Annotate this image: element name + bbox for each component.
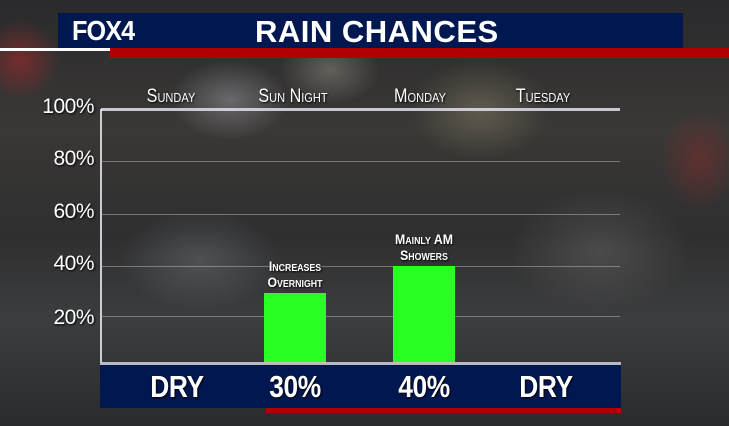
gridline-100 (101, 108, 620, 111)
annotation-sun-night: Increases Overnight (267, 258, 323, 290)
value-bar (100, 365, 621, 408)
value-sun-night: 30% (269, 369, 321, 404)
category-label-tuesday: Tuesday (515, 86, 571, 107)
y-axis-line (100, 109, 102, 363)
value-monday: 40% (398, 369, 450, 404)
bar-sun-night (264, 293, 326, 363)
category-label-sunday: Sunday (146, 86, 196, 107)
annotation-monday: Mainly AM Showers (395, 231, 453, 263)
gridline-80 (101, 161, 620, 162)
header-red-stripe (110, 48, 729, 58)
x-axis-baseline (100, 362, 621, 365)
header-bar (58, 13, 683, 48)
bar-monday (393, 266, 455, 363)
gridline-40 (101, 266, 620, 267)
category-label-monday: Monday (394, 86, 446, 107)
y-tick-100: 100% (42, 95, 94, 118)
y-tick-60: 60% (53, 200, 94, 223)
y-tick-40: 40% (53, 252, 94, 275)
y-tick-20: 20% (53, 306, 94, 329)
fox4-logo: FOX4 (72, 15, 135, 46)
value-sunday: DRY (150, 369, 204, 404)
header-white-stripe (0, 48, 112, 51)
chart-title: RAIN CHANCES (255, 14, 499, 49)
category-label-sun-night: Sun Night (258, 86, 328, 107)
gridline-20 (101, 316, 620, 317)
gridline-60 (101, 214, 620, 215)
value-tuesday: DRY (519, 369, 573, 404)
value-bar-red-stripe (266, 408, 621, 413)
y-tick-80: 80% (53, 147, 94, 170)
